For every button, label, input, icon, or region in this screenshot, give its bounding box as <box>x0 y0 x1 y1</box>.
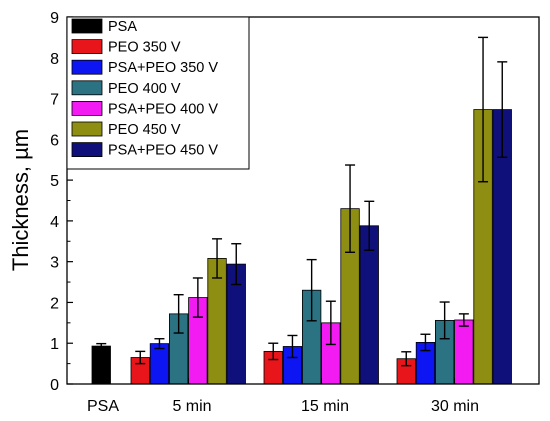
y-tick-label: 6 <box>50 132 59 149</box>
x-axis: PSA 5 min 15 min 30 min <box>87 378 479 415</box>
legend-swatch <box>71 59 103 75</box>
x-tick-label: PSA <box>87 398 119 415</box>
legend-swatch <box>71 101 103 116</box>
legend-label: PSA <box>108 19 137 35</box>
y-tick-label: 1 <box>50 336 59 353</box>
legend-swatch <box>71 39 103 54</box>
y-tick-label: 2 <box>50 295 59 312</box>
y-tick-label: 3 <box>50 255 59 272</box>
bar <box>454 319 474 385</box>
legend-swatch <box>71 142 103 158</box>
legend-label: PEO 350 V <box>108 40 181 56</box>
legend-label: PEO 400 V <box>108 81 181 97</box>
y-tick-label: 9 <box>50 10 59 27</box>
legend: PSA PEO 350 V PSA+PEO 350 V PEO 400 V PSA+PE… <box>66 16 250 170</box>
legend-swatch <box>71 80 103 96</box>
x-tick-label: 30 min <box>431 398 479 415</box>
x-tick-label: 5 min <box>172 398 211 415</box>
legend-swatch <box>71 121 103 137</box>
y-axis-label: Thickness, µm <box>8 129 33 271</box>
y-tick-label: 7 <box>50 92 59 109</box>
legend-label: PSA+PEO 400 V <box>108 101 218 117</box>
legend-label: PSA+PEO 450 V <box>108 143 218 159</box>
x-tick-label: 15 min <box>301 398 349 415</box>
legend-swatch <box>71 18 103 34</box>
y-axis: 0 1 2 3 4 5 6 7 8 9 <box>50 10 73 394</box>
bar <box>149 343 170 385</box>
legend-label: PEO 450 V <box>108 122 181 138</box>
y-tick-label: 5 <box>50 173 59 190</box>
y-tick-label: 8 <box>50 51 59 68</box>
y-tick-label: 0 <box>50 377 59 394</box>
error-bars-layer <box>96 36 508 367</box>
y-tick-label: 4 <box>50 214 59 231</box>
legend-label: PSA+PEO 350 V <box>108 60 218 76</box>
